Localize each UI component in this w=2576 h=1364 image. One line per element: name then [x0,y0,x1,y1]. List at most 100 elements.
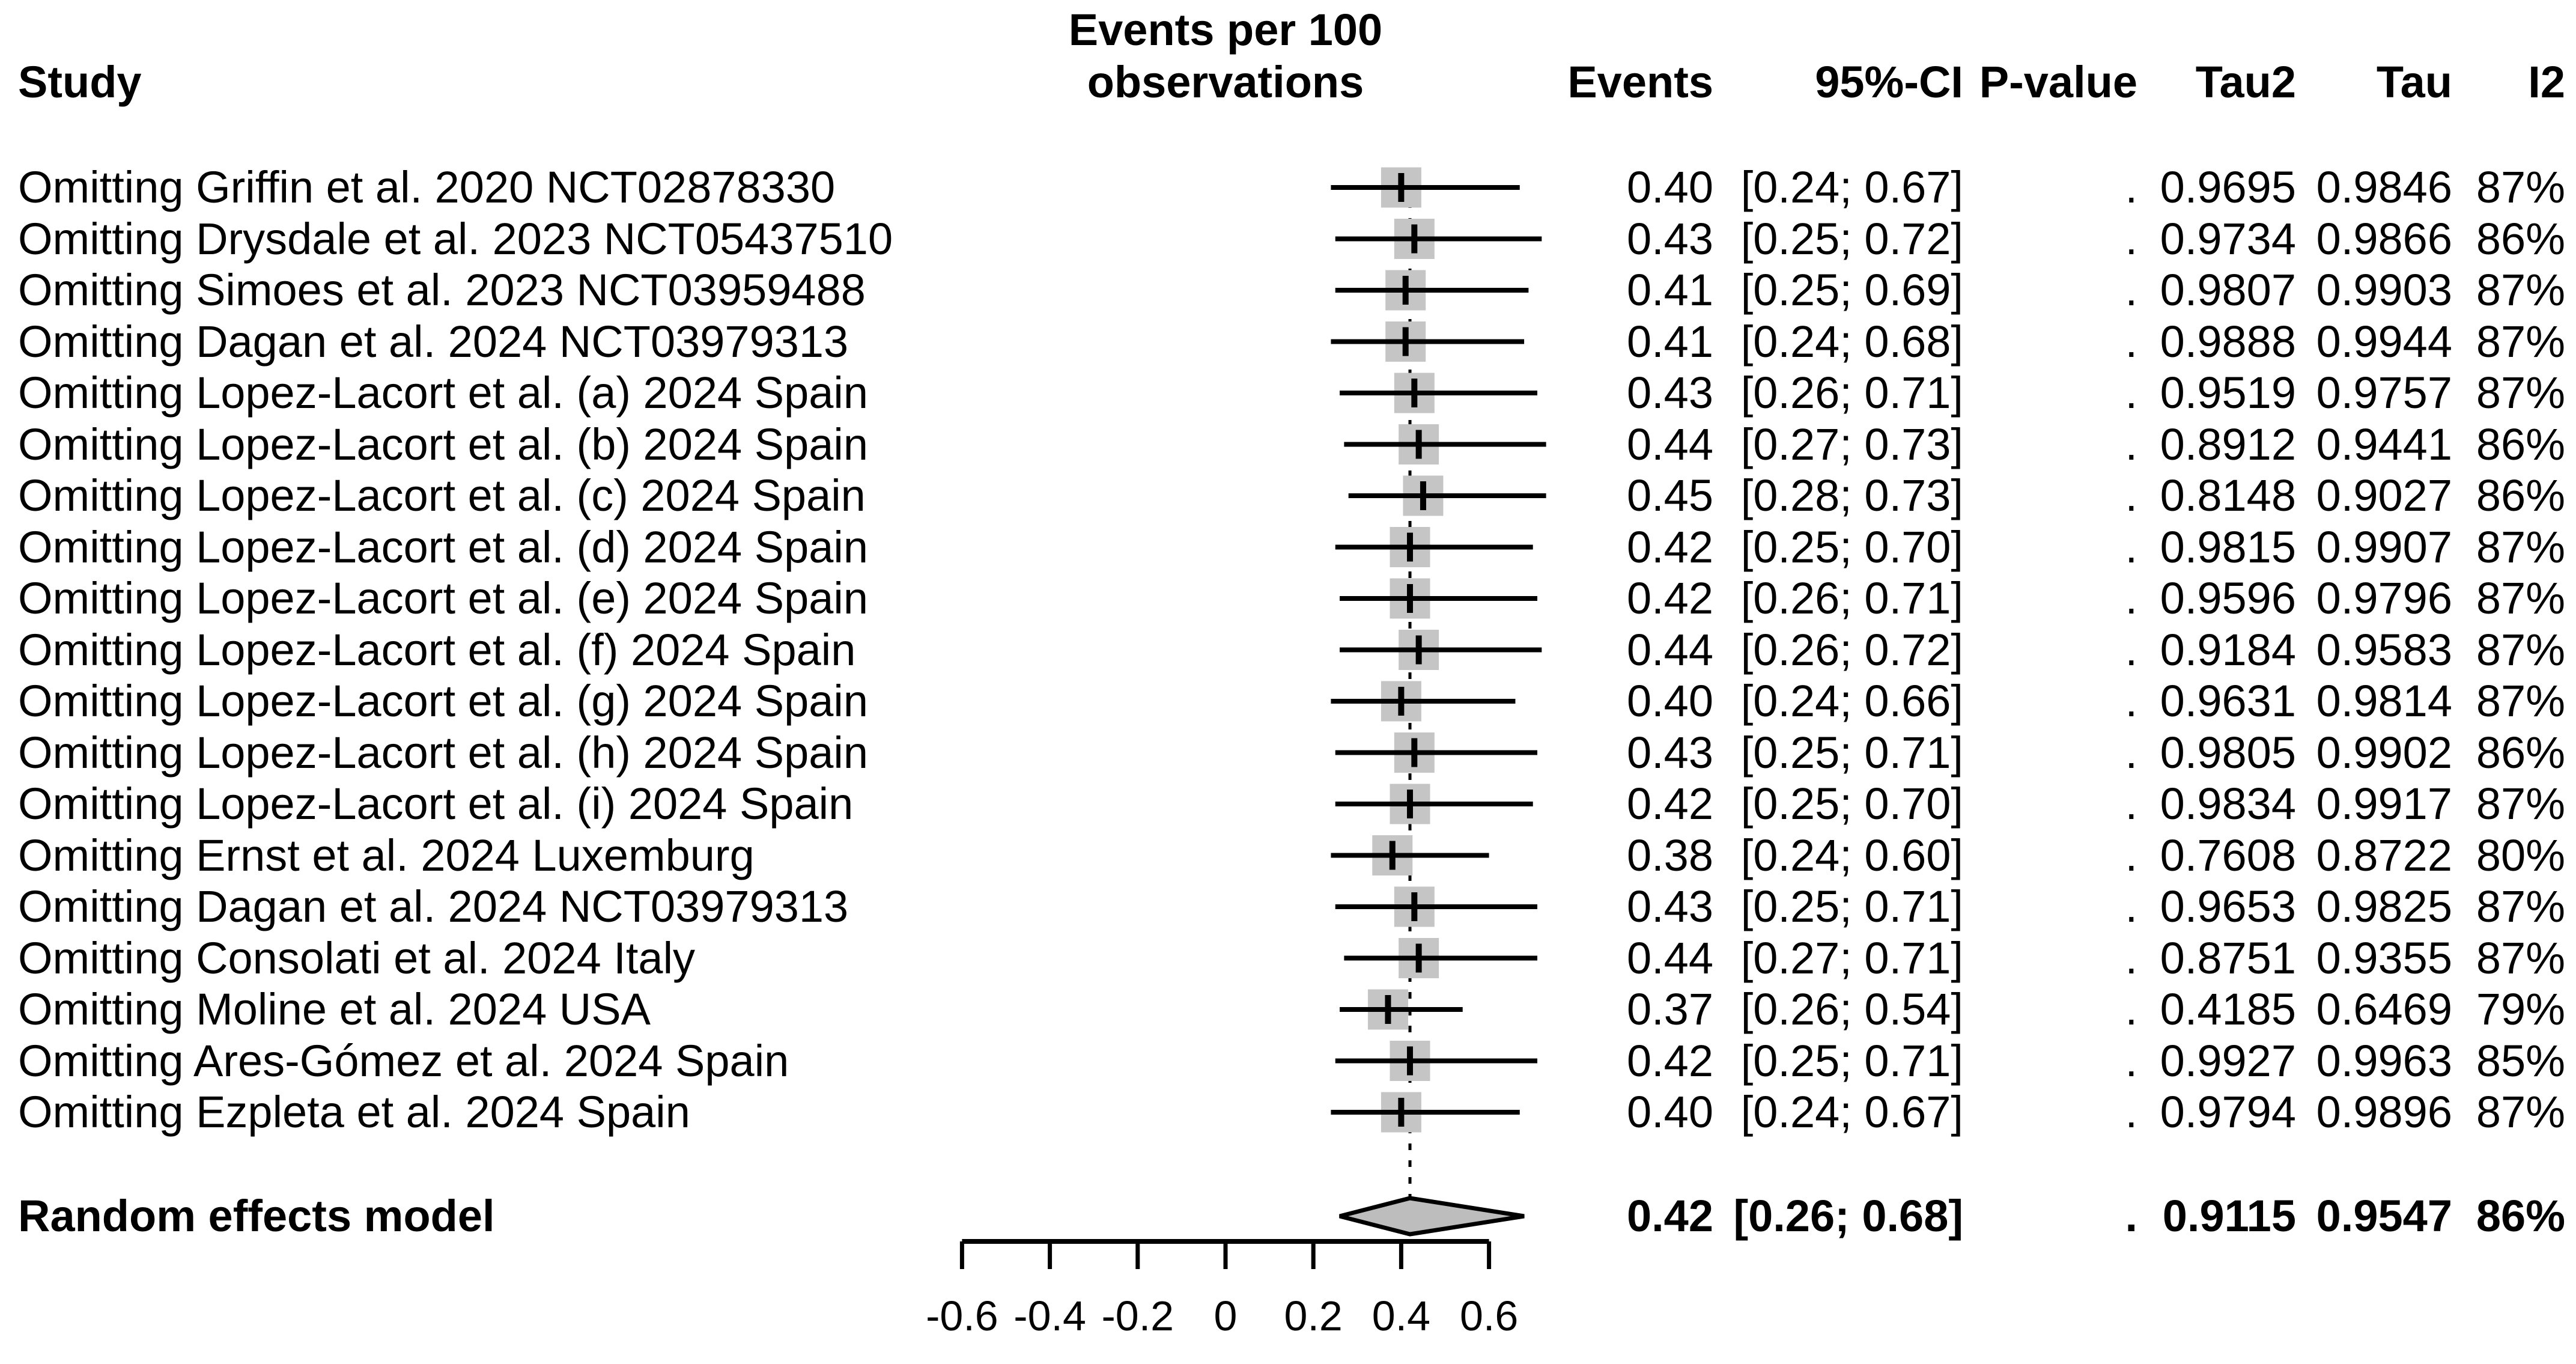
ci-value: [0.26; 0.72] [1740,624,1963,675]
tau2-value: 0.7608 [2160,830,2296,880]
events-value: 0.43 [1626,881,1713,931]
events-value: 0.42 [1626,779,1713,829]
events-value: 0.43 [1626,213,1713,264]
tau2-value: 0.9888 [2160,316,2296,367]
pvalue-value: . [2125,213,2137,264]
events-value: 0.42 [1626,573,1713,623]
ci-value: [0.25; 0.71] [1740,1035,1963,1086]
ci-value: [0.24; 0.68] [1740,316,1963,367]
events-value: 0.44 [1626,933,1713,983]
estimate-tick [1398,173,1405,202]
study-label: Omitting Ares-Gómez et al. 2024 Spain [18,1035,789,1086]
pvalue-value: . [2125,316,2137,367]
estimate-tick [1402,276,1409,305]
i2-value: 86% [2476,419,2565,469]
tau-value: 0.9583 [2316,624,2452,675]
events-value: 0.40 [1626,1087,1713,1137]
x-axis-tick-label: -0.4 [1013,1292,1086,1339]
tau-value: 0.9825 [2316,881,2452,931]
study-label: Omitting Lopez-Lacort et al. (d) 2024 Sp… [18,522,868,572]
study-label: Omitting Lopez-Lacort et al. (f) 2024 Sp… [18,624,856,675]
tau2-value: 0.8148 [2160,470,2296,520]
estimate-tick [1398,1098,1405,1127]
pvalue-value: . [2125,727,2137,778]
tau2-value: 0.9815 [2160,522,2296,572]
study-label: Omitting Consolati et al. 2024 Italy [18,933,696,983]
estimate-tick [1415,430,1422,459]
summary-ci-value: [0.26; 0.68] [1733,1191,1963,1241]
summary-tau2-value: 0.9115 [2162,1191,2296,1241]
ci-value: [0.26; 0.71] [1740,573,1963,623]
ci-value: [0.25; 0.69] [1740,265,1963,315]
estimate-tick [1420,481,1426,510]
ci-value: [0.24; 0.67] [1740,1087,1963,1137]
pvalue-value: . [2125,1035,2137,1086]
pvalue-value: . [2125,624,2137,675]
study-label: Omitting Dagan et al. 2024 NCT03979313 [18,316,849,367]
pvalue-value: . [2125,830,2137,880]
summary-pvalue-value: . [2125,1191,2137,1241]
pvalue-value: . [2125,933,2137,983]
ci-value: [0.25; 0.71] [1740,727,1963,778]
i2-value: 87% [2476,881,2565,931]
estimate-tick [1385,995,1391,1024]
i2-value: 87% [2476,933,2565,983]
estimate-tick [1407,584,1414,613]
pvalue-value: . [2125,265,2137,315]
estimate-tick [1415,635,1422,665]
study-label: Omitting Moline et al. 2024 USA [18,984,651,1034]
summary-tau-value: 0.9547 [2316,1191,2452,1241]
tau-value: 0.9896 [2316,1087,2452,1137]
column-header-tau: Tau [2376,57,2452,107]
study-label: Omitting Lopez-Lacort et al. (i) 2024 Sp… [18,779,854,829]
tau-value: 0.9963 [2316,1035,2452,1086]
ci-value: [0.26; 0.71] [1740,368,1963,418]
tau2-value: 0.9631 [2160,676,2296,726]
pvalue-value: . [2125,368,2137,418]
pvalue-value: . [2125,522,2137,572]
ci-value: [0.24; 0.67] [1740,162,1963,212]
study-label: Omitting Lopez-Lacort et al. (c) 2024 Sp… [18,470,866,520]
tau-value: 0.9944 [2316,316,2452,367]
tau-value: 0.9866 [2316,213,2452,264]
pvalue-value: . [2125,1087,2137,1137]
ci-value: [0.24; 0.60] [1740,830,1963,880]
summary-events-value: 0.42 [1626,1191,1713,1241]
x-axis-tick-label: -0.2 [1101,1292,1174,1339]
tau2-value: 0.9794 [2160,1087,2296,1137]
pvalue-value: . [2125,470,2137,520]
tau2-value: 0.9834 [2160,779,2296,829]
events-value: 0.43 [1626,368,1713,418]
events-value: 0.43 [1626,727,1713,778]
estimate-tick [1411,224,1418,254]
study-label: Omitting Ernst et al. 2024 Luxemburg [18,830,755,880]
study-label: Omitting Dagan et al. 2024 NCT03979313 [18,881,849,931]
events-value: 0.44 [1626,624,1713,675]
summary-label: Random effects model [18,1191,495,1241]
study-label: Omitting Drysdale et al. 2023 NCT0543751… [18,213,893,264]
column-header-tau2: Tau2 [2195,57,2296,107]
estimate-tick [1402,327,1409,356]
x-axis-tick-label: 0.6 [1459,1292,1519,1339]
estimate-tick [1398,687,1405,716]
tau-value: 0.9757 [2316,368,2452,418]
i2-value: 87% [2476,676,2565,726]
estimate-tick [1411,892,1418,921]
ci-value: [0.27; 0.73] [1740,419,1963,469]
events-value: 0.41 [1626,265,1713,315]
events-value: 0.40 [1626,162,1713,212]
study-label: Omitting Lopez-Lacort et al. (g) 2024 Sp… [18,676,868,726]
tau-value: 0.9846 [2316,162,2452,212]
i2-value: 87% [2476,624,2565,675]
events-value: 0.41 [1626,316,1713,367]
study-label: Omitting Lopez-Lacort et al. (h) 2024 Sp… [18,727,868,778]
ci-value: [0.25; 0.70] [1740,522,1963,572]
tau2-value: 0.9596 [2160,573,2296,623]
tau-value: 0.6469 [2316,984,2452,1034]
estimate-tick [1407,1046,1414,1076]
pvalue-value: . [2125,573,2137,623]
study-label: Omitting Griffin et al. 2020 NCT02878330 [18,162,836,212]
ci-value: [0.25; 0.72] [1740,213,1963,264]
